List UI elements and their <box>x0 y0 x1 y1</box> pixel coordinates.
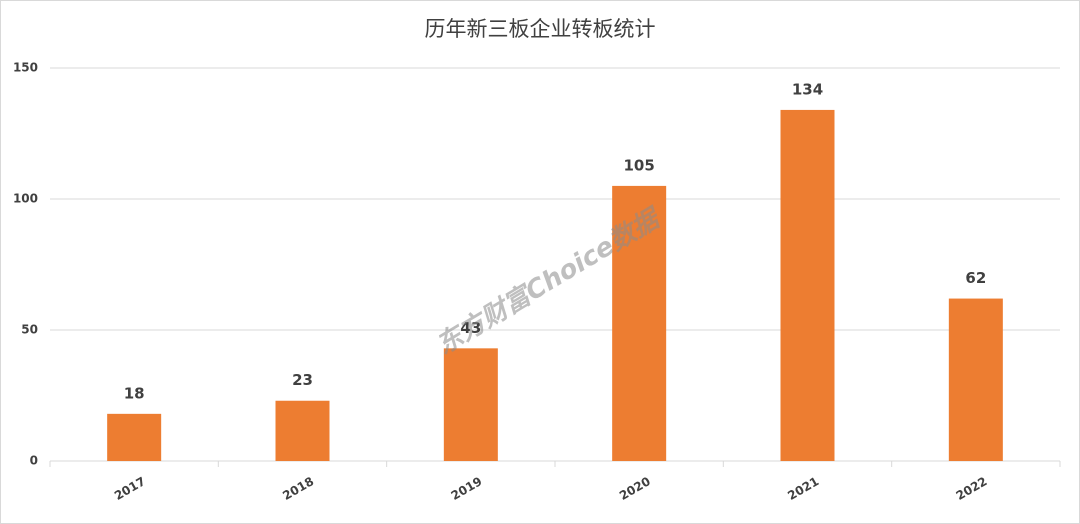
chart-title: 历年新三板企业转板统计 <box>425 17 656 41</box>
bar <box>612 185 667 461</box>
data-label: 105 <box>624 156 655 174</box>
y-tick-label: 50 <box>21 323 38 337</box>
y-tick-label: 100 <box>13 192 38 206</box>
data-label: 18 <box>124 384 145 402</box>
data-label: 62 <box>965 269 986 287</box>
bar <box>780 109 835 462</box>
data-label: 134 <box>792 80 823 98</box>
y-tick-label: 150 <box>13 61 38 75</box>
data-label: 23 <box>292 371 313 389</box>
y-tick-label: 0 <box>30 454 38 468</box>
data-label: 43 <box>460 319 481 337</box>
bar <box>275 400 330 461</box>
bar <box>107 413 162 461</box>
bar <box>948 298 1003 461</box>
bar <box>443 348 498 461</box>
